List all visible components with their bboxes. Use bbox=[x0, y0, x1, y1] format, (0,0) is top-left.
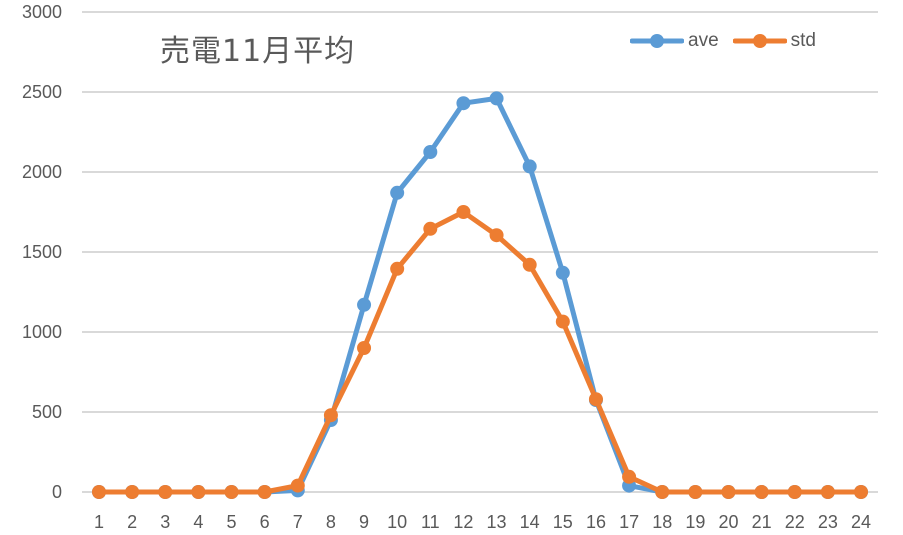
y-tick-label: 1000 bbox=[22, 322, 62, 342]
x-tick-label: 5 bbox=[227, 512, 237, 532]
data-point-std bbox=[158, 485, 173, 499]
data-point-ave bbox=[522, 159, 537, 174]
data-point-ave bbox=[555, 265, 570, 280]
data-point-std bbox=[92, 485, 106, 499]
data-point-std bbox=[522, 257, 537, 272]
x-tick-label: 22 bbox=[785, 512, 805, 532]
legend: ave std bbox=[630, 30, 816, 52]
x-tick-label: 23 bbox=[818, 512, 838, 532]
x-tick-label: 12 bbox=[453, 512, 473, 532]
x-tick-label: 19 bbox=[685, 512, 705, 532]
x-tick-label: 15 bbox=[553, 512, 573, 532]
y-tick-label: 1500 bbox=[22, 242, 62, 262]
y-tick-label: 0 bbox=[52, 482, 62, 502]
series-line-ave bbox=[99, 95, 861, 495]
data-point-std bbox=[125, 485, 140, 499]
data-point-std bbox=[854, 485, 868, 499]
data-point-std bbox=[191, 485, 206, 499]
legend-label-std: std bbox=[790, 30, 816, 51]
data-point-std bbox=[622, 469, 637, 484]
data-point-std bbox=[224, 485, 239, 499]
x-tick-label: 14 bbox=[520, 512, 540, 532]
x-tick-label: 8 bbox=[326, 512, 336, 532]
x-tick-label: 1 bbox=[94, 512, 104, 532]
data-point-ave bbox=[390, 185, 405, 200]
legend-marker-std-icon bbox=[732, 34, 787, 48]
y-tick-label: 500 bbox=[32, 402, 62, 422]
data-point-std bbox=[820, 485, 835, 499]
series-line-std bbox=[99, 209, 861, 495]
x-tick-label: 6 bbox=[260, 512, 270, 532]
x-tick-label: 16 bbox=[586, 512, 606, 532]
data-point-std bbox=[721, 485, 736, 499]
data-point-std bbox=[754, 485, 769, 499]
x-tick-label: 24 bbox=[851, 512, 871, 532]
data-point-std bbox=[456, 205, 471, 219]
legend-item-ave: ave bbox=[630, 30, 719, 52]
data-point-std bbox=[257, 485, 272, 499]
x-tick-label: 4 bbox=[193, 512, 203, 532]
y-tick-label: 2500 bbox=[22, 82, 62, 102]
data-point-ave bbox=[456, 96, 471, 111]
x-tick-label: 7 bbox=[293, 512, 303, 532]
x-tick-label: 18 bbox=[652, 512, 672, 532]
data-point-std bbox=[489, 228, 504, 243]
y-tick-label: 2000 bbox=[22, 162, 62, 182]
x-tick-label: 20 bbox=[718, 512, 738, 532]
data-point-std bbox=[357, 341, 372, 355]
y-tick-label: 3000 bbox=[22, 2, 62, 22]
legend-item-std: std bbox=[732, 30, 816, 52]
data-point-std bbox=[323, 408, 338, 423]
data-point-std bbox=[688, 485, 703, 499]
x-tick-label: 21 bbox=[752, 512, 772, 532]
data-point-std bbox=[787, 485, 802, 499]
data-point-std bbox=[555, 314, 570, 329]
data-point-std bbox=[290, 478, 305, 493]
x-tick-label: 10 bbox=[387, 512, 407, 532]
x-tick-label: 17 bbox=[619, 512, 639, 532]
x-tick-label: 13 bbox=[487, 512, 507, 532]
data-point-std bbox=[390, 261, 405, 276]
x-tick-label: 2 bbox=[127, 512, 137, 532]
data-point-ave bbox=[423, 145, 438, 159]
legend-label-ave: ave bbox=[688, 30, 719, 51]
data-point-std bbox=[423, 221, 438, 236]
x-tick-label: 9 bbox=[359, 512, 369, 532]
data-point-std bbox=[588, 392, 603, 407]
data-point-ave bbox=[489, 91, 504, 106]
x-tick-label: 11 bbox=[421, 512, 440, 532]
x-tick-label: 3 bbox=[160, 512, 170, 532]
data-point-std bbox=[655, 485, 670, 499]
chart-title: 売電11月平均 bbox=[160, 34, 356, 69]
legend-marker-ave-icon bbox=[630, 34, 684, 48]
data-point-ave bbox=[357, 297, 372, 312]
